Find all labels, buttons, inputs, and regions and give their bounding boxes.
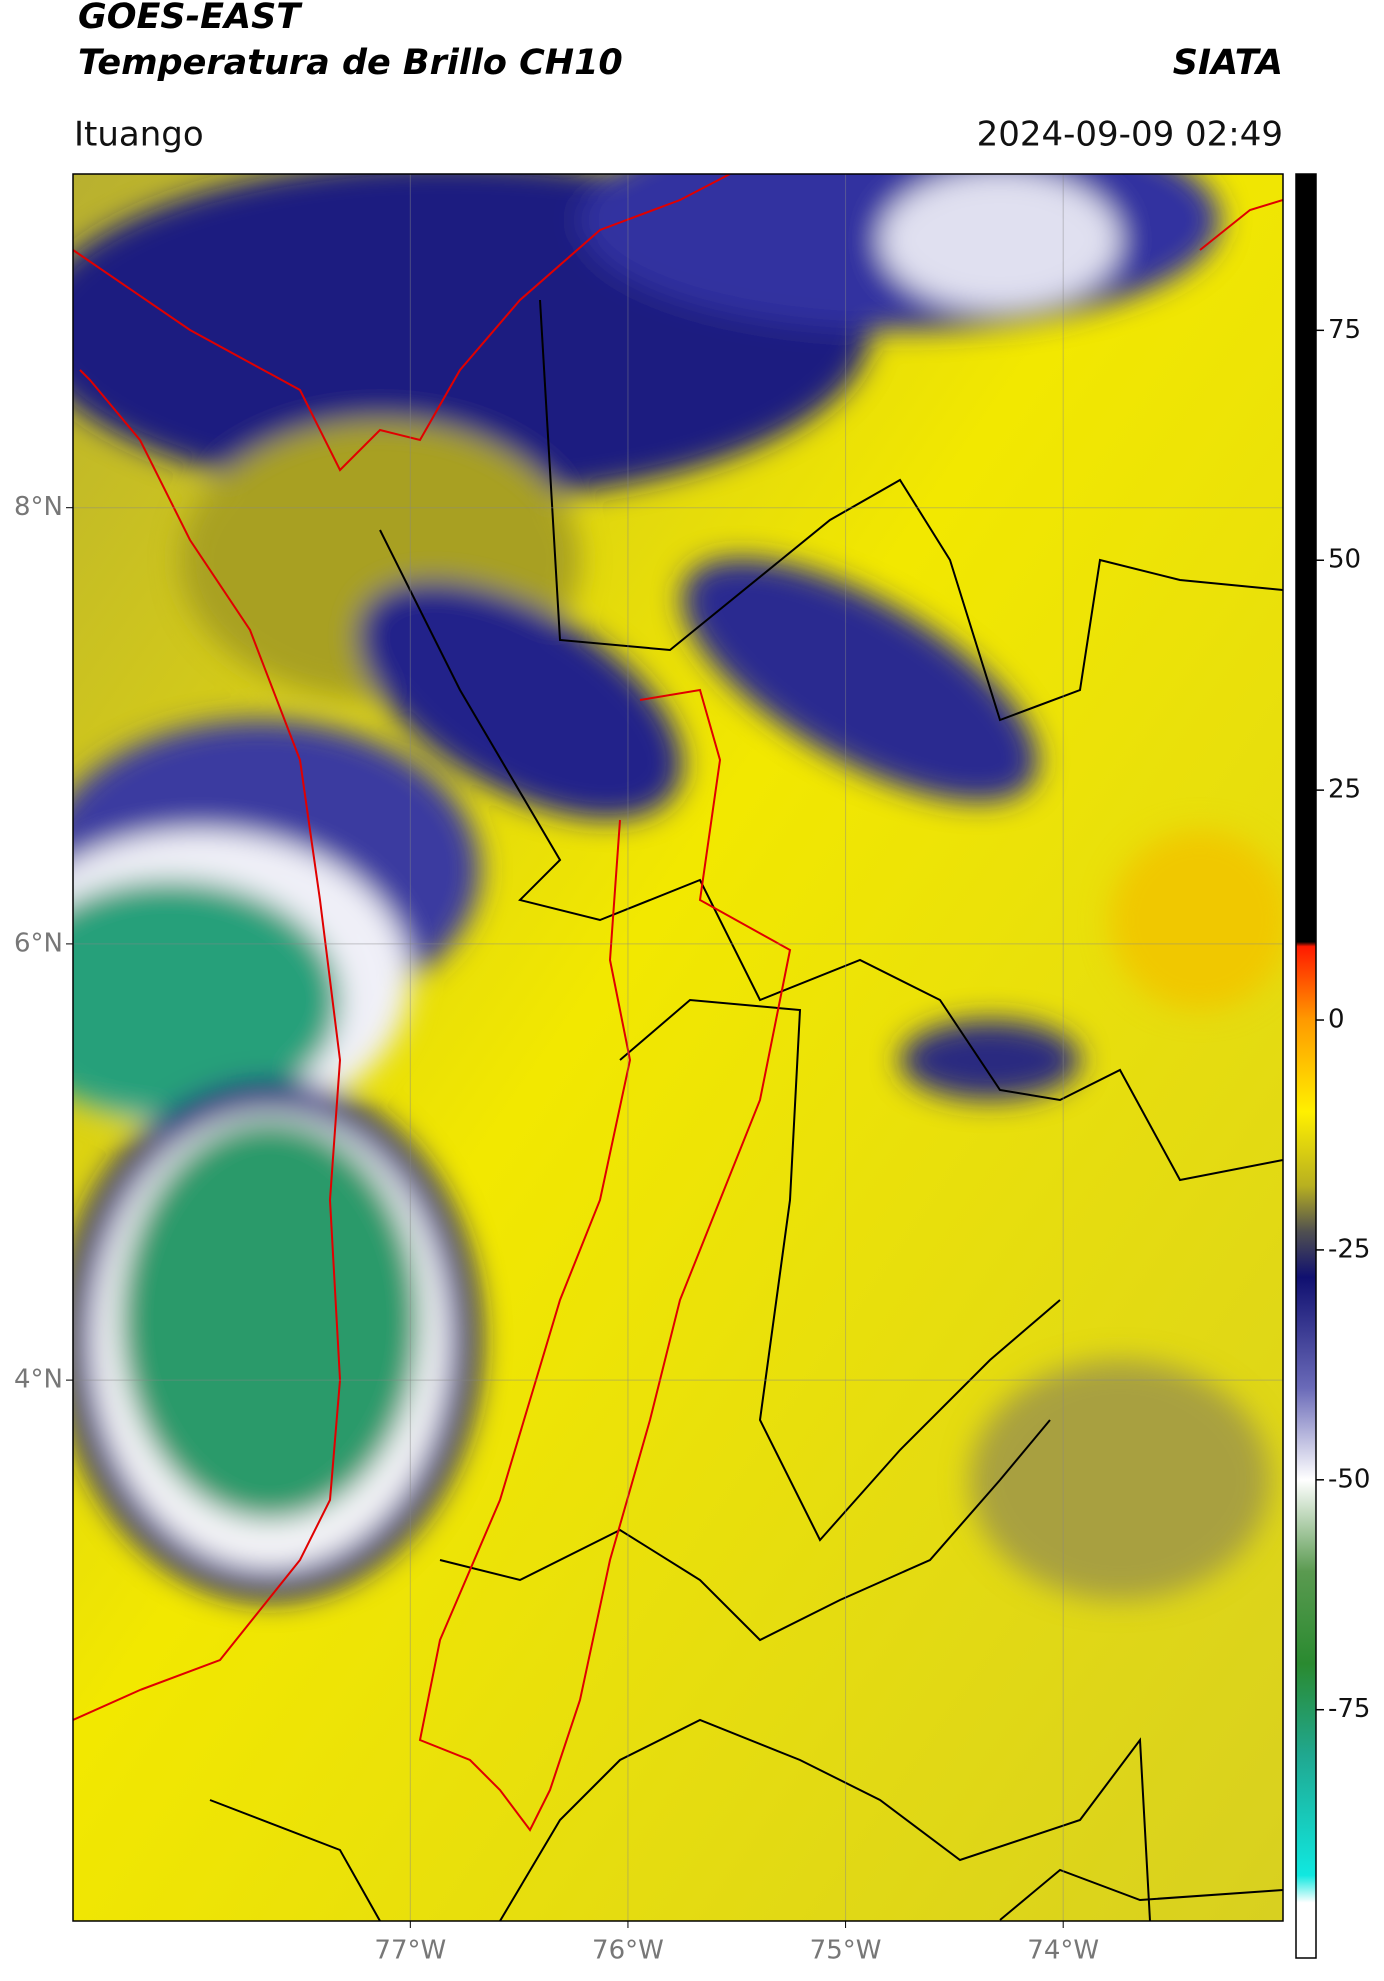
y-tick-label: 6°N — [14, 928, 63, 958]
source: SIATA — [1173, 43, 1283, 83]
colorbar-tick-label: 0 — [1328, 1005, 1345, 1035]
datetime: 2024-09-09 02:49 — [977, 115, 1283, 155]
x-tick-label: 74°W — [1027, 1936, 1099, 1966]
title: GOES-EAST — [78, 0, 303, 37]
map-frame — [72, 173, 1284, 1922]
colorbar-tick-label: -25 — [1328, 1234, 1370, 1264]
satellite-image — [73, 174, 1283, 1921]
colorbar — [1295, 173, 1317, 1959]
x-tick-label: 75°W — [810, 1936, 882, 1966]
x-tick-label: 76°W — [592, 1936, 664, 1966]
colorbar-tick-label: 25 — [1328, 775, 1361, 805]
y-tick-label: 8°N — [14, 492, 63, 522]
y-tick-label: 4°N — [14, 1365, 63, 1395]
colorbar-tick-label: 75 — [1328, 315, 1361, 345]
colorbar-tick-label: -50 — [1328, 1464, 1370, 1494]
colorbar-tick-label: 50 — [1328, 545, 1361, 575]
colorbar-tick-label: -75 — [1328, 1694, 1370, 1724]
x-tick-label: 77°W — [374, 1936, 446, 1966]
subtitle: Temperatura de Brillo CH10 — [78, 43, 623, 83]
location: Ituango — [74, 115, 204, 155]
